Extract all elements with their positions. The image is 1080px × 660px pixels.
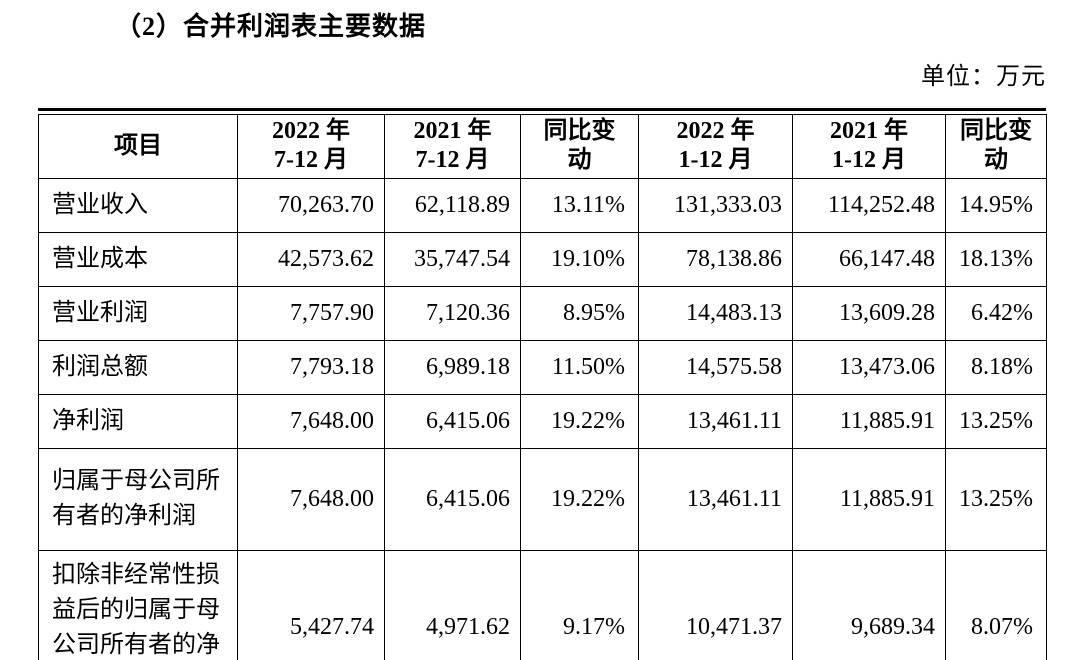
value-cell: 13.11% bbox=[520, 177, 639, 233]
header-cell-2022-h2: 2022 年 7-12 月 bbox=[237, 114, 385, 179]
value-cell: 19.22% bbox=[520, 393, 639, 449]
header-cell-2022-fy: 2022 年 1-12 月 bbox=[638, 114, 793, 179]
value-cell: 131,333.03 bbox=[638, 177, 793, 233]
value-cell: 11,885.91 bbox=[792, 447, 946, 551]
value-cell: 13,609.28 bbox=[792, 285, 946, 341]
value-cell: 42,573.62 bbox=[237, 231, 385, 287]
item-cell: 扣除非经常性损益后的归属于母公司所有者的净利润 bbox=[38, 549, 238, 660]
unit-label: 单位：万元 bbox=[921, 64, 1046, 90]
value-cell: 19.10% bbox=[520, 231, 639, 287]
value-cell: 13.25% bbox=[945, 447, 1047, 551]
income-statement-table: 项目 2022 年 7-12 月 2021 年 7-12 月 同比变 动 202… bbox=[38, 114, 1047, 660]
value-cell: 70,263.70 bbox=[237, 177, 385, 233]
value-cell: 62,118.89 bbox=[384, 177, 521, 233]
value-cell: 7,648.00 bbox=[237, 447, 385, 551]
value-cell: 19.22% bbox=[520, 447, 639, 551]
table-row: 归属于母公司所有者的净利润 7,648.00 6,415.06 19.22% 1… bbox=[38, 447, 1047, 551]
item-cell: 营业利润 bbox=[38, 285, 238, 341]
value-cell: 13,461.11 bbox=[638, 447, 793, 551]
value-cell: 66,147.48 bbox=[792, 231, 946, 287]
value-cell: 5,427.74 bbox=[237, 549, 385, 660]
value-cell: 8.95% bbox=[520, 285, 639, 341]
value-cell: 78,138.86 bbox=[638, 231, 793, 287]
table-row: 营业利润 7,757.90 7,120.36 8.95% 14,483.13 1… bbox=[38, 285, 1047, 341]
value-cell: 14,483.13 bbox=[638, 285, 793, 341]
value-cell: 9,689.34 bbox=[792, 549, 946, 660]
header-cell-2021-h2: 2021 年 7-12 月 bbox=[384, 114, 521, 179]
value-cell: 13,473.06 bbox=[792, 339, 946, 395]
table-row: 利润总额 7,793.18 6,989.18 11.50% 14,575.58 … bbox=[38, 339, 1047, 395]
item-cell: 营业收入 bbox=[38, 177, 238, 233]
section-title: （2）合并利润表主要数据 bbox=[115, 12, 427, 41]
item-cell: 营业成本 bbox=[38, 231, 238, 287]
value-cell: 7,120.36 bbox=[384, 285, 521, 341]
value-cell: 9.17% bbox=[520, 549, 639, 660]
table-top-heavy-rule bbox=[38, 108, 1046, 111]
value-cell: 11.50% bbox=[520, 339, 639, 395]
value-cell: 4,971.62 bbox=[384, 549, 521, 660]
table-row: 营业收入 70,263.70 62,118.89 13.11% 131,333.… bbox=[38, 177, 1047, 233]
header-cell-2021-fy: 2021 年 1-12 月 bbox=[792, 114, 946, 179]
value-cell: 6,415.06 bbox=[384, 393, 521, 449]
header-cell-yoy-h2: 同比变 动 bbox=[520, 114, 639, 179]
item-cell: 利润总额 bbox=[38, 339, 238, 395]
value-cell: 7,757.90 bbox=[237, 285, 385, 341]
value-cell: 11,885.91 bbox=[792, 393, 946, 449]
value-cell: 14.95% bbox=[945, 177, 1047, 233]
value-cell: 13.25% bbox=[945, 393, 1047, 449]
value-cell: 13,461.11 bbox=[638, 393, 793, 449]
item-cell: 归属于母公司所有者的净利润 bbox=[38, 447, 238, 551]
value-cell: 114,252.48 bbox=[792, 177, 946, 233]
table-row: 净利润 7,648.00 6,415.06 19.22% 13,461.11 1… bbox=[38, 393, 1047, 449]
value-cell: 6.42% bbox=[945, 285, 1047, 341]
table-row: 扣除非经常性损益后的归属于母公司所有者的净利润 5,427.74 4,971.6… bbox=[38, 549, 1047, 660]
value-cell: 35,747.54 bbox=[384, 231, 521, 287]
value-cell: 10,471.37 bbox=[638, 549, 793, 660]
value-cell: 7,793.18 bbox=[237, 339, 385, 395]
value-cell: 6,415.06 bbox=[384, 447, 521, 551]
value-cell: 14,575.58 bbox=[638, 339, 793, 395]
table-row: 营业成本 42,573.62 35,747.54 19.10% 78,138.8… bbox=[38, 231, 1047, 287]
value-cell: 8.18% bbox=[945, 339, 1047, 395]
header-cell-yoy-fy: 同比变 动 bbox=[945, 114, 1047, 179]
value-cell: 8.07% bbox=[945, 549, 1047, 660]
header-cell-item: 项目 bbox=[38, 114, 238, 179]
income-statement-table-block: 单位：万元 项目 2022 年 7-12 月 2021 年 7-12 月 同比变… bbox=[38, 62, 1047, 660]
value-cell: 6,989.18 bbox=[384, 339, 521, 395]
value-cell: 7,648.00 bbox=[237, 393, 385, 449]
value-cell: 18.13% bbox=[945, 231, 1047, 287]
item-cell: 净利润 bbox=[38, 393, 238, 449]
header-row: 项目 2022 年 7-12 月 2021 年 7-12 月 同比变 动 202… bbox=[38, 114, 1047, 179]
